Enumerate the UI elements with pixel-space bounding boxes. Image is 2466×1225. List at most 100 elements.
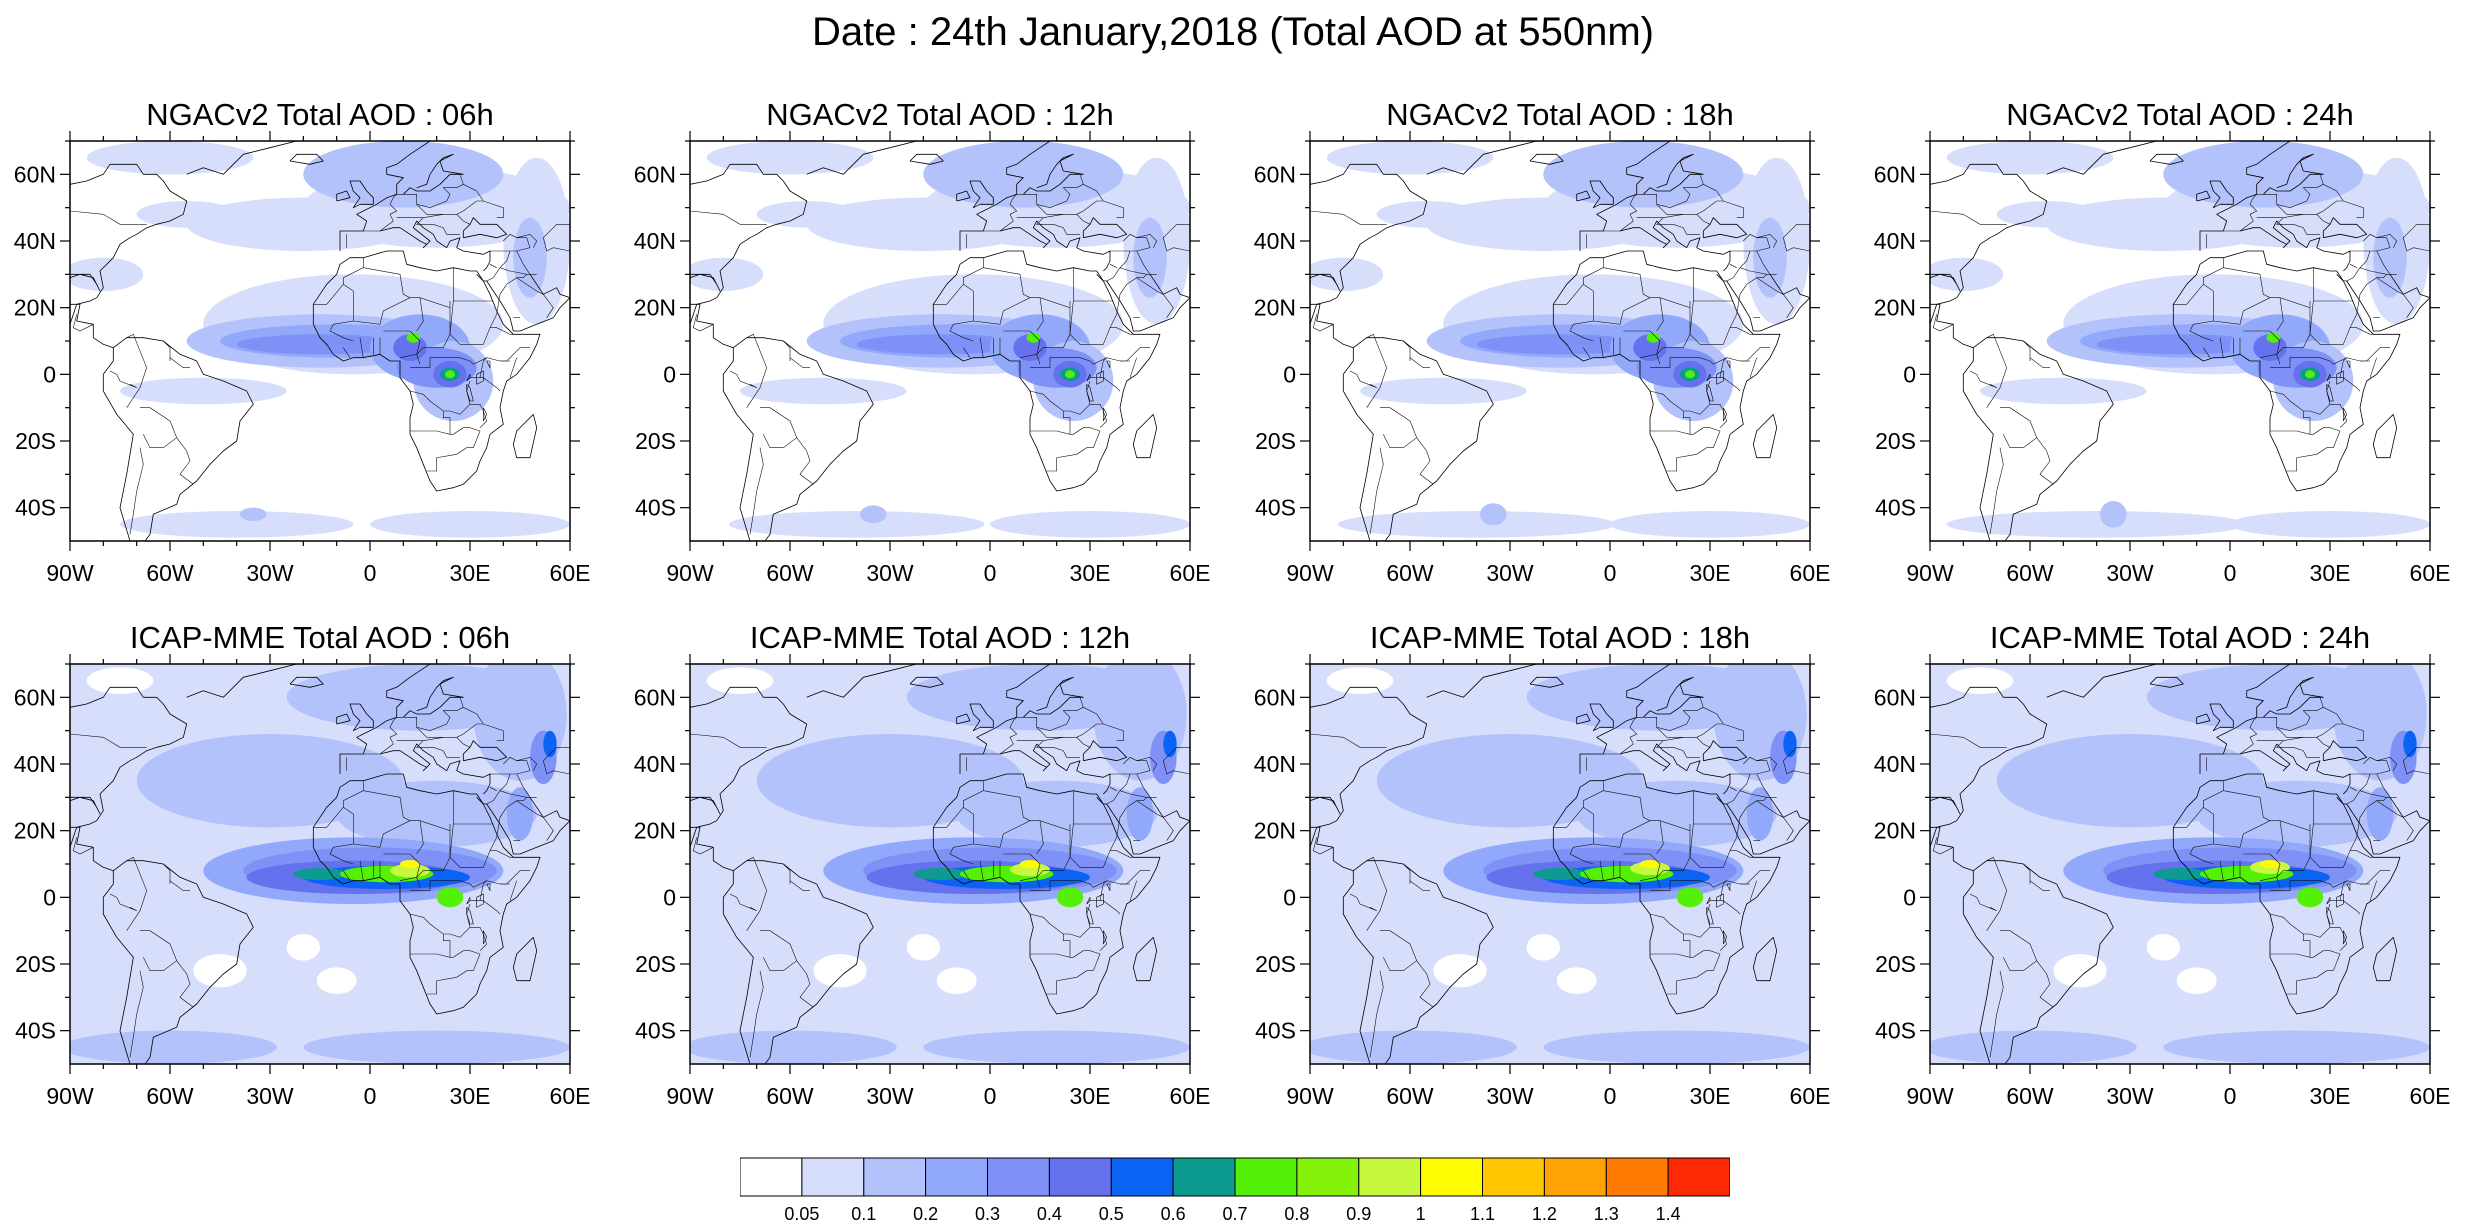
lat-tick-label: 60N <box>1874 684 1916 710</box>
aod-map: 60N 40N 20N 0 20S 40S 90W 60W 30W 0 30E 60E <box>634 131 1210 586</box>
map-panel: NGACv2 Total AOD : 18h 60N 40N 20N 0 20S 40S 90… <box>1254 97 1831 586</box>
lon-tick-label: 90W <box>666 560 714 586</box>
lat-tick-label: 0 <box>663 361 676 387</box>
colorbar-swatch <box>1667 1157 1730 1197</box>
map-panel: NGACv2 Total AOD : 24h 60N 40N 20N 0 20S 40S 90… <box>1874 97 2451 586</box>
colorbar-swatch <box>740 1157 803 1197</box>
colorbar-swatch <box>1605 1157 1669 1197</box>
map-panel: NGACv2 Total AOD : 12h 60N 40N 20N 0 20S 40S 90… <box>634 97 1211 586</box>
lon-tick-label: 60W <box>146 560 194 586</box>
lon-tick-label: 30E <box>1070 560 1111 586</box>
colorbar-label: 0.6 <box>1160 1204 1186 1224</box>
lat-tick-label: 40N <box>634 228 676 254</box>
lon-tick-label: 30E <box>2310 1083 2351 1109</box>
lat-tick-label: 40S <box>1255 1018 1296 1044</box>
lat-tick-label: 40N <box>1254 751 1296 777</box>
colorbar-label: 1.2 <box>1531 1204 1557 1224</box>
lat-tick-label: 20N <box>1254 295 1296 321</box>
lat-tick-label: 40N <box>1254 228 1296 254</box>
lon-tick-label: 0 <box>984 1083 997 1109</box>
lon-tick-label: 30W <box>1486 560 1534 586</box>
colorbar-label: 0.4 <box>1036 1204 1062 1224</box>
lon-tick-label: 60W <box>146 1083 194 1109</box>
map-panel: ICAP-MME Total AOD : 12h 60N 40N 20N 0 20S 40S… <box>634 620 1211 1109</box>
lat-tick-label: 20N <box>14 818 56 844</box>
lon-tick-label: 60E <box>1790 560 1831 586</box>
country-borders <box>70 697 570 1058</box>
colorbar-label: 1.3 <box>1593 1204 1619 1224</box>
colorbar-label: 0.05 <box>784 1204 820 1224</box>
lon-tick-label: 60E <box>550 1083 591 1109</box>
lat-tick-label: 0 <box>43 884 56 910</box>
aod-field <box>1930 664 2430 1064</box>
coastlines <box>690 664 1190 1064</box>
lat-tick-label: 60N <box>1254 161 1296 187</box>
lon-tick-label: 60W <box>1386 1083 1434 1109</box>
lat-tick-label: 20S <box>1255 428 1296 454</box>
colorbar-label: 1 <box>1415 1204 1426 1224</box>
lat-tick-label: 60N <box>14 161 56 187</box>
lon-tick-label: 90W <box>1906 1083 1954 1109</box>
colorbar-label: 0.2 <box>913 1204 939 1224</box>
lon-tick-label: 0 <box>1604 560 1617 586</box>
lon-tick-label: 30W <box>246 1083 294 1109</box>
colorbar-swatch <box>1234 1157 1298 1197</box>
aod-map: 60N 40N 20N 0 20S 40S 90W 60W 30W 0 30E 60E <box>1874 131 2450 586</box>
country-borders <box>1310 697 1810 1058</box>
lon-tick-label: 30W <box>246 560 294 586</box>
colorbar-swatch <box>863 1157 927 1197</box>
aod-map: 60N 40N 20N 0 20S 40S 90W 60W 30W 0 30E 60E <box>1254 654 1830 1109</box>
panel-title: ICAP-MME Total AOD : 18h <box>1369 620 1751 655</box>
colorbar-swatch <box>1296 1157 1360 1197</box>
lat-tick-label: 40N <box>14 751 56 777</box>
lon-tick-label: 30E <box>1690 1083 1731 1109</box>
lat-tick-label: 40S <box>1875 1018 1916 1044</box>
aod-field <box>70 141 570 541</box>
colorbar-label: 1.1 <box>1469 1204 1496 1224</box>
lon-tick-label: 90W <box>1286 560 1334 586</box>
coastlines <box>1310 141 1810 541</box>
lat-tick-label: 20S <box>15 951 56 977</box>
panel-title: ICAP-MME Total AOD : 06h <box>129 620 511 655</box>
lat-tick-label: 0 <box>1903 884 1916 910</box>
map-panel: ICAP-MME Total AOD : 18h 60N 40N 20N 0 20S 40S… <box>1254 620 1831 1109</box>
lat-tick-label: 0 <box>43 361 56 387</box>
colorbar-label: 0.7 <box>1222 1204 1248 1224</box>
lat-tick-label: 0 <box>663 884 676 910</box>
panel-title: NGACv2 Total AOD : 12h <box>766 97 1114 132</box>
colorbar-swatch <box>1358 1157 1422 1197</box>
lon-tick-label: 60E <box>550 560 591 586</box>
lat-tick-label: 40N <box>1874 228 1916 254</box>
lat-tick-label: 20N <box>634 818 676 844</box>
colorbar-swatch <box>1110 1157 1174 1197</box>
lat-tick-label: 40S <box>15 495 56 521</box>
lon-tick-label: 90W <box>1286 1083 1334 1109</box>
aod-map: 60N 40N 20N 0 20S 40S 90W 60W 30W 0 30E 60E <box>14 654 590 1109</box>
lat-tick-label: 0 <box>1283 361 1296 387</box>
aod-field <box>1310 664 1810 1064</box>
lon-tick-label: 60W <box>2006 560 2054 586</box>
lon-tick-label: 60E <box>1170 1083 1211 1109</box>
lon-tick-label: 60W <box>766 1083 814 1109</box>
lat-tick-label: 60N <box>1254 684 1296 710</box>
lon-tick-label: 60W <box>766 560 814 586</box>
country-borders <box>70 174 570 535</box>
country-borders <box>690 174 1190 535</box>
lon-tick-label: 0 <box>2224 1083 2237 1109</box>
colorbar-label: 0.5 <box>1098 1204 1124 1224</box>
lon-tick-label: 0 <box>984 560 997 586</box>
lon-tick-label: 30E <box>1690 560 1731 586</box>
colorbar <box>740 1157 1730 1197</box>
lat-tick-label: 40N <box>14 228 56 254</box>
colorbar-label: 0.1 <box>851 1204 877 1224</box>
colorbar-label: 0.3 <box>974 1204 1001 1224</box>
colorbar-swatch <box>1172 1157 1236 1197</box>
lon-tick-label: 30W <box>1486 1083 1534 1109</box>
lat-tick-label: 20N <box>1874 818 1916 844</box>
colorbar-label: 0.8 <box>1284 1204 1310 1224</box>
lat-tick-label: 20S <box>635 951 676 977</box>
lat-tick-label: 60N <box>14 684 56 710</box>
aod-field <box>690 141 1190 541</box>
lon-tick-label: 60E <box>2410 560 2451 586</box>
lon-tick-label: 90W <box>1906 560 1954 586</box>
